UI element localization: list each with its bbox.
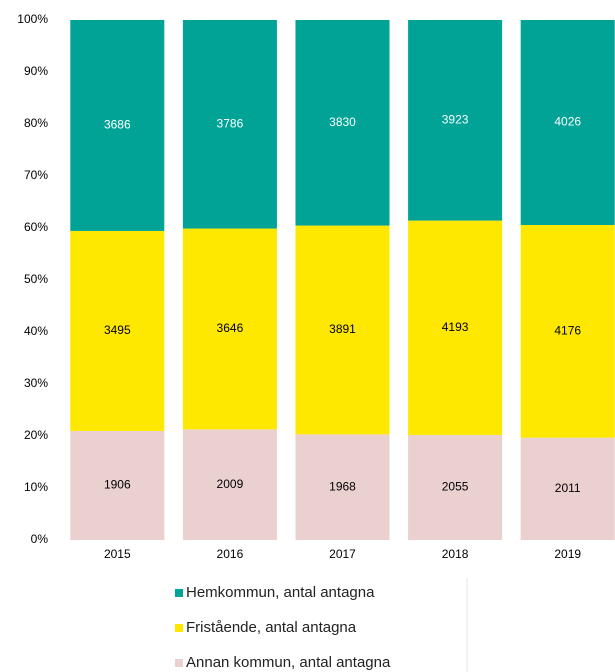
data-label: 3786 [217,116,244,130]
data-label: 4026 [554,115,581,129]
legend-swatch [175,659,183,667]
bar-segment [520,437,615,540]
bar-segment [70,430,165,540]
bar-segment [295,434,390,540]
data-label: 3891 [329,322,356,336]
data-label: 3830 [329,115,356,129]
y-tick-label: 80% [24,116,48,130]
bar-segment [182,228,277,430]
y-tick-label: 10% [24,480,48,494]
y-tick-label: 50% [24,272,48,286]
data-label: 4193 [442,320,469,334]
bar-segment [70,230,165,431]
data-label: 3495 [104,323,131,337]
bar-segment [182,429,277,540]
data-label: 3686 [104,118,131,132]
data-label: 4176 [554,323,581,337]
data-label: 2011 [555,481,581,495]
x-tick-label: 2015 [104,547,131,561]
legend-label: Annan kommun, antal antagna [186,654,391,671]
y-tick-label: 40% [24,324,48,338]
x-tick-label: 2016 [217,547,244,561]
bar-segment [182,20,277,229]
bar-segment [520,20,615,225]
bar-segment [70,20,165,231]
y-tick-label: 70% [24,168,48,182]
y-tick-label: 30% [24,376,48,390]
bar-segment [295,20,390,226]
y-tick-label: 100% [17,12,48,26]
data-label: 2055 [442,480,469,494]
x-tick-label: 2019 [554,547,581,561]
legend-label: Fristående, antal antagna [186,619,357,636]
bar-segment [295,225,390,435]
legend-swatch [175,589,183,597]
data-label: 2009 [217,477,244,491]
x-tick-label: 2017 [329,547,356,561]
data-label: 1906 [104,478,131,492]
bar-segment [520,224,615,438]
bar-segment [408,220,503,435]
data-label: 3646 [217,321,244,335]
bar-segment [408,20,503,221]
bar-segment [408,434,503,540]
y-tick-label: 90% [24,64,48,78]
data-label: 1968 [329,479,356,493]
y-tick-label: 60% [24,220,48,234]
data-label: 3923 [442,112,469,126]
y-tick-label: 20% [24,428,48,442]
legend-label: Hemkommun, antal antagna [186,584,375,601]
x-tick-label: 2018 [442,547,469,561]
y-tick-label: 0% [31,532,49,546]
legend-swatch [175,624,183,632]
